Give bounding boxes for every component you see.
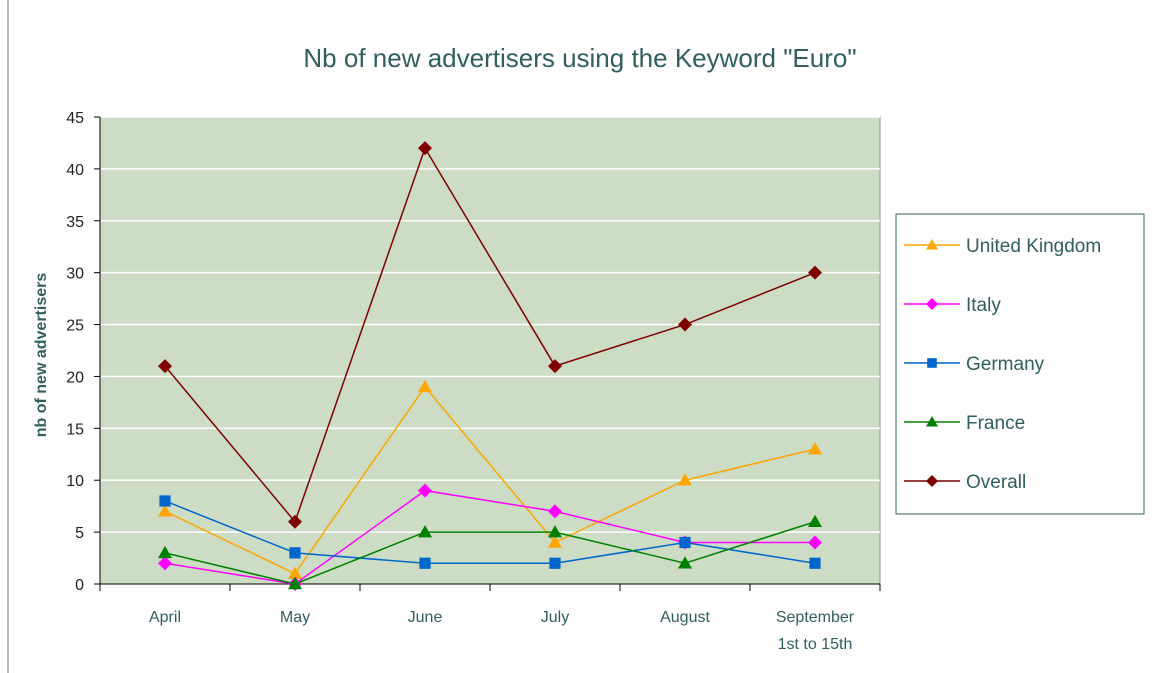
data-point-germany [289,547,301,559]
x-tick-label: May [280,609,310,626]
legend-marker-overall [926,475,938,487]
data-point-france [418,525,432,538]
series-line-germany [164,500,816,564]
data-point-italy [808,535,822,550]
data-point-overall [808,265,822,280]
data-point-overall [678,317,692,332]
data-point-italy [418,483,432,498]
y-tick-label: 10 [66,473,84,490]
y-tick-label: 40 [66,162,84,179]
chart-title: Nb of new advertisers using the Keyword … [303,43,856,73]
y-tick-label: 0 [75,577,84,594]
x-tick-label: July [541,609,569,626]
data-point-italy [158,556,172,571]
plot-area [99,116,881,585]
legend: United Kingdom Italy Germany France Overall [895,213,1145,515]
axes: 0 5 10 15 20 25 30 35 40 45 April May June July August… [66,110,881,653]
data-point-france [158,545,172,559]
y-tick-label: 30 [66,266,84,283]
data-point-united-kingdom [158,504,172,517]
data-point-france [548,525,562,538]
y-tick-label: 25 [66,318,84,335]
y-axis-label: nb of new advertisers [33,273,50,438]
series-united-kingdom [158,379,822,579]
series-line-france [164,521,816,585]
y-tick-label: 15 [66,421,84,438]
series-overall [158,141,822,529]
legend-marker-france [926,416,938,427]
gridlines [100,116,880,533]
series-line-united-kingdom [164,385,816,575]
data-point-overall [158,359,172,374]
data-point-united-kingdom [418,379,432,393]
series-france [158,514,822,590]
data-point-united-kingdom [808,442,822,455]
legend-marker-united-kingdom [926,239,938,250]
data-point-france [678,556,692,569]
series-line-overall [164,146,816,524]
x-tick-label: April [149,609,181,626]
legend-label-united-kingdom: United Kingdom [966,236,1101,257]
data-point-france [808,514,822,527]
y-tick-label: 45 [66,110,84,127]
series-germany [159,495,821,569]
data-point-germany [159,495,171,507]
legend-label-overall: Overall [966,472,1026,493]
legend-marker-germany [927,358,937,368]
legend-box [895,213,1145,515]
data-point-overall [548,359,562,374]
y-tick-label: 5 [75,525,84,542]
legend-label-france: France [966,413,1025,434]
y-tick-label: 35 [66,214,84,231]
data-point-italy [548,504,562,519]
data-point-united-kingdom [678,473,692,486]
series-line-italy [164,489,815,585]
data-point-overall [288,514,302,529]
x-tick-label: June [408,609,443,626]
series-group [158,141,822,591]
y-tick-label: 20 [66,369,84,386]
data-point-overall [418,141,432,156]
x-tick-label: August [660,609,710,626]
data-point-united-kingdom [288,566,302,579]
data-point-germany [549,557,561,569]
legend-label-germany: Germany [966,354,1045,375]
data-point-germany [809,557,821,569]
data-point-united-kingdom [548,535,562,548]
data-point-france [288,577,302,590]
legend-label-italy: Italy [966,295,1001,316]
x-tick-label: September [776,609,855,626]
data-point-germany [679,536,691,549]
x-tick-label: 1st to 15th [778,636,853,653]
data-point-germany [419,557,431,569]
legend-marker-italy [926,298,938,310]
